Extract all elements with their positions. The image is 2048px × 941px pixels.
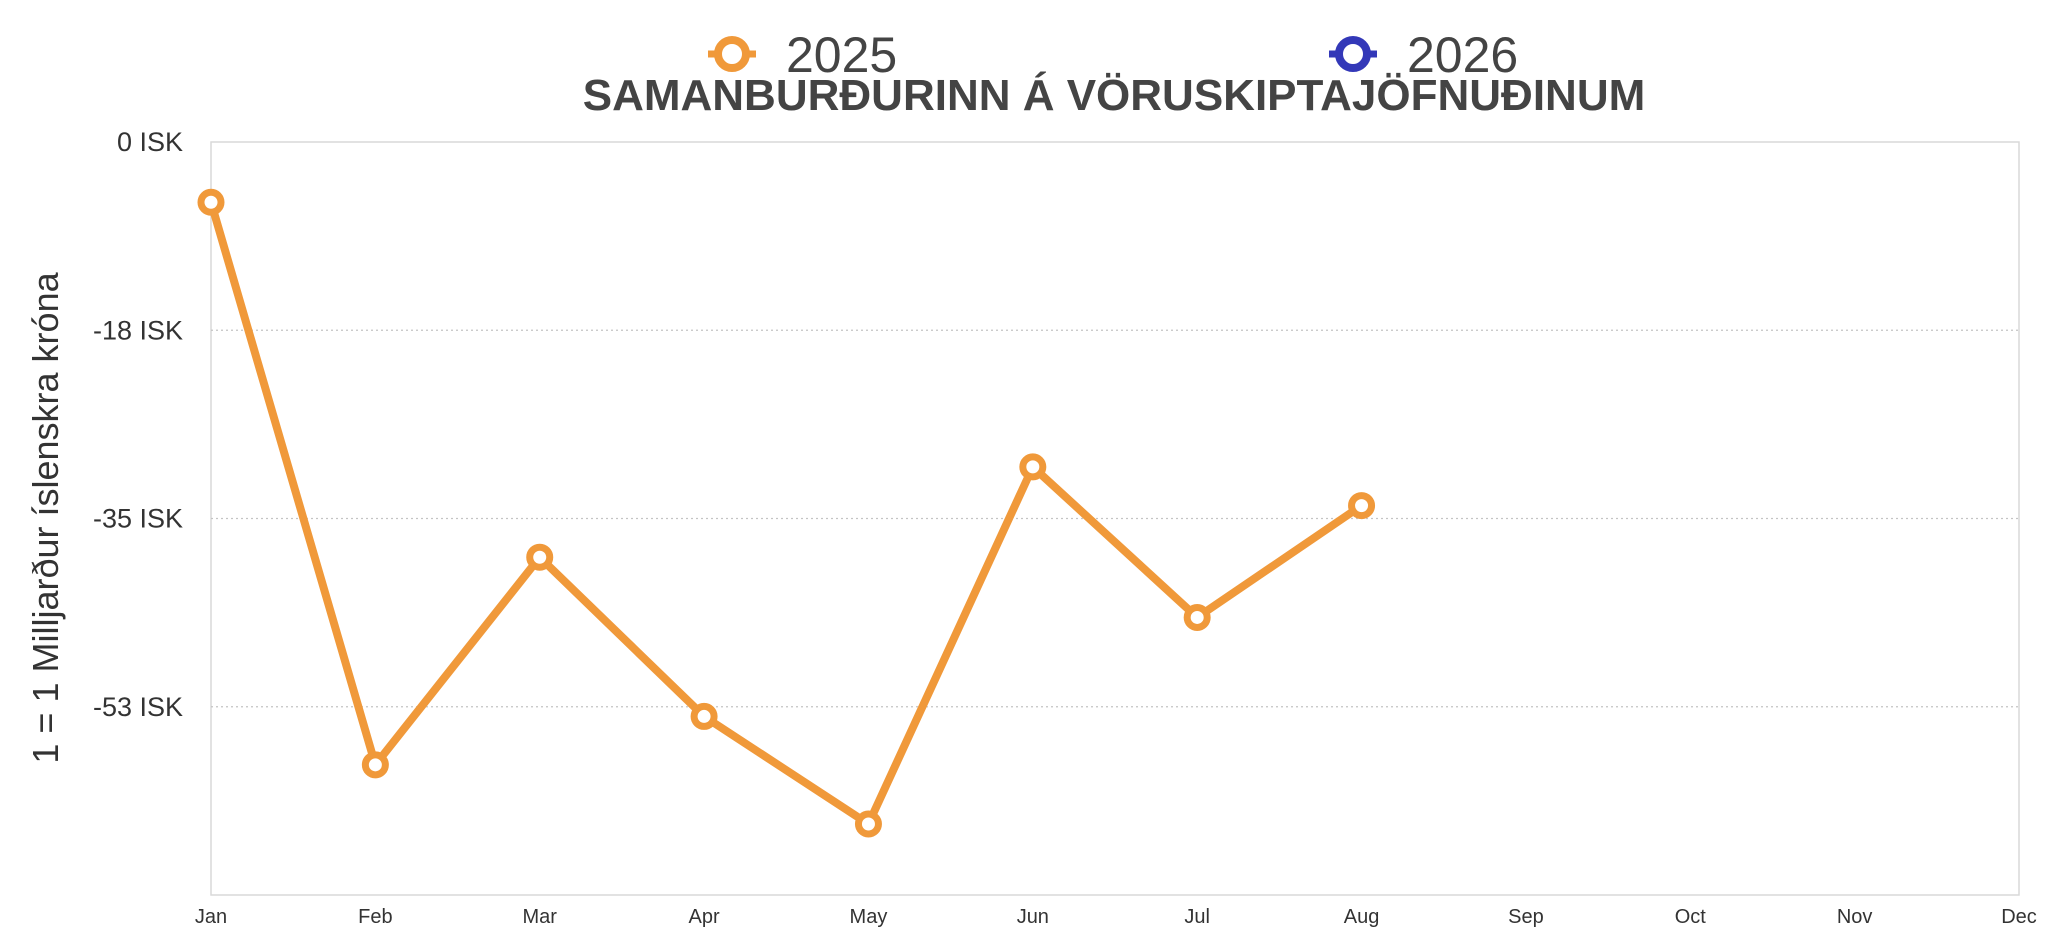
x-tick-label: Sep bbox=[1508, 906, 1544, 928]
data-point-2025 bbox=[690, 702, 718, 730]
legend-item-2025: 2025 bbox=[708, 27, 897, 83]
y-tick-label: -18 ISK bbox=[93, 315, 183, 345]
y-tick-label: -35 ISK bbox=[93, 504, 183, 534]
series-line-2025 bbox=[207, 198, 1366, 829]
legend: 2025 2026 bbox=[708, 27, 1518, 83]
data-point-2025 bbox=[526, 543, 554, 571]
chart-title: SAMANBURÐURINN Á VÖRUSKIPTAJÖFNUÐINUM bbox=[583, 70, 1646, 120]
y-axis-ticks: 0 ISK -18 ISK -35 ISK -53 ISK bbox=[93, 127, 183, 722]
x-tick-label: Jan bbox=[195, 906, 227, 928]
legend-label-2026: 2026 bbox=[1407, 27, 1518, 83]
x-tick-label: Jun bbox=[1017, 906, 1049, 928]
legend-label-2025: 2025 bbox=[786, 27, 897, 83]
series-layer bbox=[197, 188, 1376, 838]
x-tick-label: Aug bbox=[1344, 906, 1380, 928]
data-point-2025 bbox=[197, 188, 225, 216]
x-tick-label: Jul bbox=[1184, 906, 1210, 928]
x-tick-label: Apr bbox=[689, 906, 720, 928]
y-tick-label: 0 ISK bbox=[117, 127, 183, 157]
x-tick-label: Nov bbox=[1837, 906, 1873, 928]
data-point-2025 bbox=[1348, 492, 1376, 520]
y-tick-label: -53 ISK bbox=[93, 692, 183, 722]
legend-marker-2026 bbox=[1335, 36, 1371, 72]
x-axis-ticks: Jan Feb Mar Apr May Jun Jul Aug Sep Oct Nov Dec bbox=[195, 906, 2037, 928]
gridlines bbox=[211, 329, 2019, 708]
data-point-2025 bbox=[854, 810, 882, 838]
data-point-2025 bbox=[1183, 603, 1211, 631]
x-tick-label: Oct bbox=[1675, 906, 1707, 928]
x-tick-label: Dec bbox=[2001, 906, 2037, 928]
data-point-2025 bbox=[361, 751, 389, 779]
x-tick-label: Feb bbox=[358, 906, 392, 928]
x-tick-label: Mar bbox=[523, 906, 558, 928]
legend-marker-2025 bbox=[714, 36, 750, 72]
data-point-2025 bbox=[1019, 453, 1047, 481]
y-axis-label: 1 = 1 Milljarður íslenskra króna bbox=[25, 271, 66, 763]
legend-item-2026: 2026 bbox=[1329, 27, 1518, 83]
x-tick-label: May bbox=[850, 906, 888, 928]
